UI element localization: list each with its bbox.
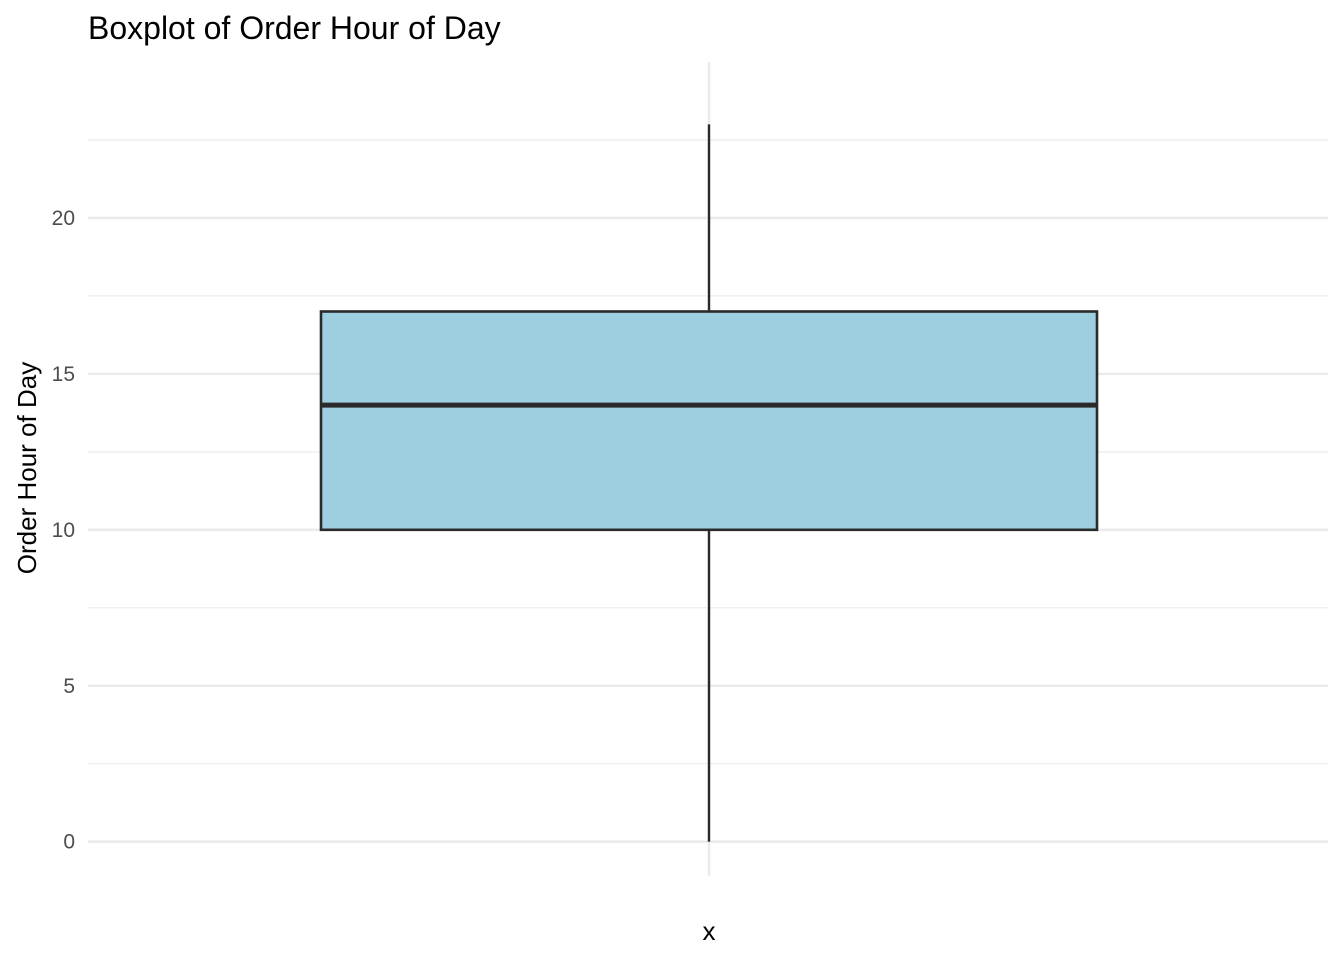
y-axis-ticks: 0 5 10 15 20	[52, 207, 75, 854]
y-tick-label: 5	[63, 675, 75, 698]
y-tick-label: 15	[52, 363, 75, 386]
y-tick-label: 0	[63, 831, 75, 854]
y-tick-label: 10	[52, 519, 75, 542]
y-axis-label: Order Hour of Day	[12, 362, 42, 574]
x-axis-label: x	[703, 916, 716, 946]
interquartile-box	[319, 310, 1099, 532]
chart-title: Boxplot of Order Hour of Day	[88, 10, 501, 46]
y-tick-label: 20	[52, 207, 75, 230]
boxplot	[319, 124, 1099, 842]
